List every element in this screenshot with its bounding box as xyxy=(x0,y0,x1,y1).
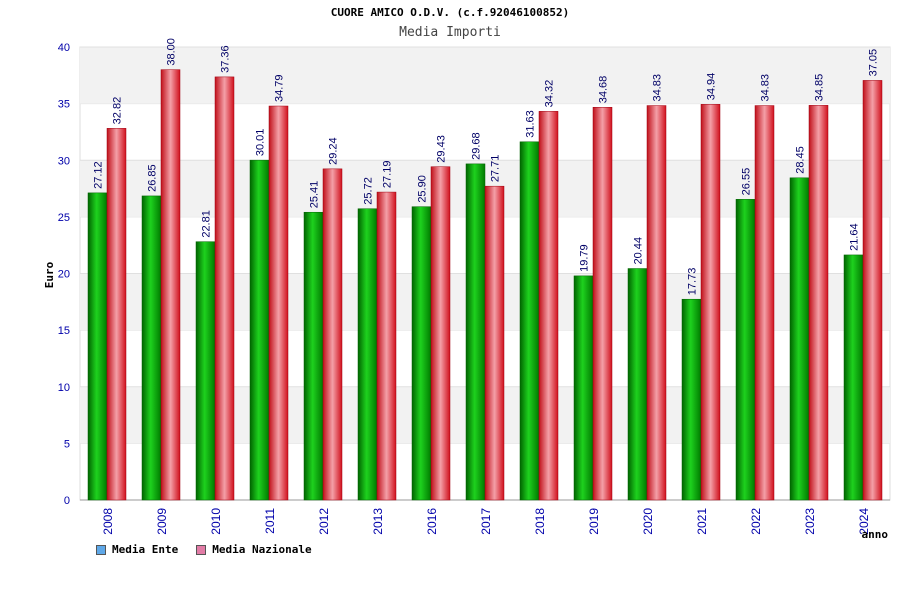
x-axis-label: anno xyxy=(862,528,889,541)
x-tick-label: 2017 xyxy=(479,508,493,535)
bar-media-nazionale-2021 xyxy=(700,104,721,501)
data-label: 27.12 xyxy=(93,161,105,189)
legend-swatch-media-ente xyxy=(96,544,106,555)
data-label: 25.90 xyxy=(417,175,429,203)
x-tick-label: 2008 xyxy=(101,508,115,535)
data-label: 20.44 xyxy=(633,237,645,265)
bar-media-ente-2008 xyxy=(87,192,108,501)
x-tick-label: 2016 xyxy=(425,508,439,535)
data-label: 30.01 xyxy=(255,129,267,157)
data-label: 37.05 xyxy=(868,49,880,77)
y-tick-label: 30 xyxy=(58,155,70,167)
x-tick-label: 2019 xyxy=(587,508,601,535)
bar-media-ente-2009 xyxy=(141,195,162,501)
x-tick-label: 2011 xyxy=(263,508,277,534)
bar-media-ente-2023 xyxy=(789,177,810,501)
bar-media-nazionale-2011 xyxy=(268,105,289,501)
legend-item-media-ente: Media Ente xyxy=(96,543,178,556)
data-label: 17.73 xyxy=(687,268,699,296)
x-tick-label: 2009 xyxy=(155,508,169,535)
bar-media-ente-2022 xyxy=(735,199,756,501)
data-label: 25.72 xyxy=(363,177,375,205)
data-label: 22.81 xyxy=(201,210,213,238)
x-tick-label: 2021 xyxy=(695,508,709,535)
data-label: 27.71 xyxy=(490,155,502,183)
y-tick-label: 15 xyxy=(58,325,70,337)
data-label: 34.83 xyxy=(760,74,772,102)
bar-media-nazionale-2019 xyxy=(592,106,613,501)
data-label: 34.79 xyxy=(274,74,286,102)
bar-media-ente-2020 xyxy=(627,268,648,501)
data-label: 32.82 xyxy=(112,97,124,125)
x-tick-label: 2024 xyxy=(857,508,871,535)
bars: 27.12 32.82 26.85 38.00 22.81 37.36 30.01 34.79… xyxy=(87,38,883,501)
data-label: 29.68 xyxy=(471,132,483,160)
bar-media-ente-2011 xyxy=(249,159,270,501)
bar-media-nazionale-2018 xyxy=(538,111,559,501)
data-label: 34.85 xyxy=(814,74,826,102)
bar-media-ente-2013 xyxy=(357,208,378,501)
x-tick-label: 2012 xyxy=(317,508,331,535)
data-label: 34.68 xyxy=(598,76,610,104)
data-label: 26.55 xyxy=(741,168,753,196)
data-label: 34.83 xyxy=(652,74,664,102)
legend-item-media-nazionale: Media Nazionale xyxy=(196,543,312,556)
bar-media-ente-2017 xyxy=(465,163,486,501)
bar-media-nazionale-2023 xyxy=(808,105,829,501)
bar-media-nazionale-2013 xyxy=(376,191,397,501)
data-label: 25.41 xyxy=(309,181,321,209)
y-tick-label: 40 xyxy=(58,42,70,54)
y-tick-label: 5 xyxy=(64,438,70,450)
bar-media-nazionale-2010 xyxy=(214,76,235,501)
legend: Media Ente Media Nazionale xyxy=(96,543,312,556)
data-label: 38.00 xyxy=(166,38,178,66)
bar-media-nazionale-2009 xyxy=(160,69,181,501)
bar-media-nazionale-2017 xyxy=(484,185,505,501)
legend-swatch-media-nazionale xyxy=(196,544,207,555)
chart-subtitle: Media Importi xyxy=(399,25,501,40)
data-label: 19.79 xyxy=(579,244,591,272)
bar-media-nazionale-2012 xyxy=(322,168,343,501)
x-tick-label: 2020 xyxy=(641,508,655,535)
data-label: 27.19 xyxy=(382,161,394,189)
data-label: 37.36 xyxy=(220,45,232,73)
data-label: 28.45 xyxy=(795,146,807,174)
bar-media-ente-2018 xyxy=(519,141,540,501)
bar-media-ente-2010 xyxy=(195,241,216,501)
data-label: 29.43 xyxy=(436,135,448,163)
bar-media-ente-2024 xyxy=(843,254,864,501)
y-tick-label: 35 xyxy=(58,99,70,111)
tick-labels: 0 5 10 15 20 25 30 35 40 2008 2009 2010 2011 2012 2013… xyxy=(58,42,871,535)
legend-label-media-nazionale: Media Nazionale xyxy=(212,543,312,556)
data-label: 21.64 xyxy=(849,223,861,251)
legend-label-media-ente: Media Ente xyxy=(112,543,179,556)
x-tick-label: 2013 xyxy=(371,508,385,535)
chart-title: CUORE AMICO O.D.V. (c.f.92046100852) xyxy=(330,6,570,19)
data-label: 34.32 xyxy=(544,80,556,108)
x-tick-label: 2023 xyxy=(803,508,817,535)
bar-media-nazionale-2008 xyxy=(106,128,127,501)
bar-media-nazionale-2022 xyxy=(754,105,775,501)
y-tick-label: 20 xyxy=(58,269,70,281)
data-label: 31.63 xyxy=(525,110,537,138)
bar-media-nazionale-2024 xyxy=(862,80,883,501)
x-tick-label: 2018 xyxy=(533,508,547,535)
bar-media-ente-2012 xyxy=(303,211,324,501)
bar-media-ente-2016 xyxy=(411,206,432,501)
bar-media-nazionale-2020 xyxy=(646,105,667,501)
data-label: 26.85 xyxy=(147,164,159,192)
y-tick-label: 10 xyxy=(58,382,70,394)
bar-media-ente-2019 xyxy=(573,275,594,501)
data-label: 34.94 xyxy=(706,73,718,101)
y-tick-label: 25 xyxy=(58,212,70,224)
bar-media-nazionale-2016 xyxy=(430,166,451,501)
bar-media-ente-2021 xyxy=(681,298,702,501)
data-label: 29.24 xyxy=(328,137,340,165)
y-tick-label: 0 xyxy=(64,495,70,507)
x-tick-label: 2010 xyxy=(209,508,223,535)
y-axis-label: Euro xyxy=(43,261,56,288)
x-tick-label: 2022 xyxy=(749,508,763,535)
